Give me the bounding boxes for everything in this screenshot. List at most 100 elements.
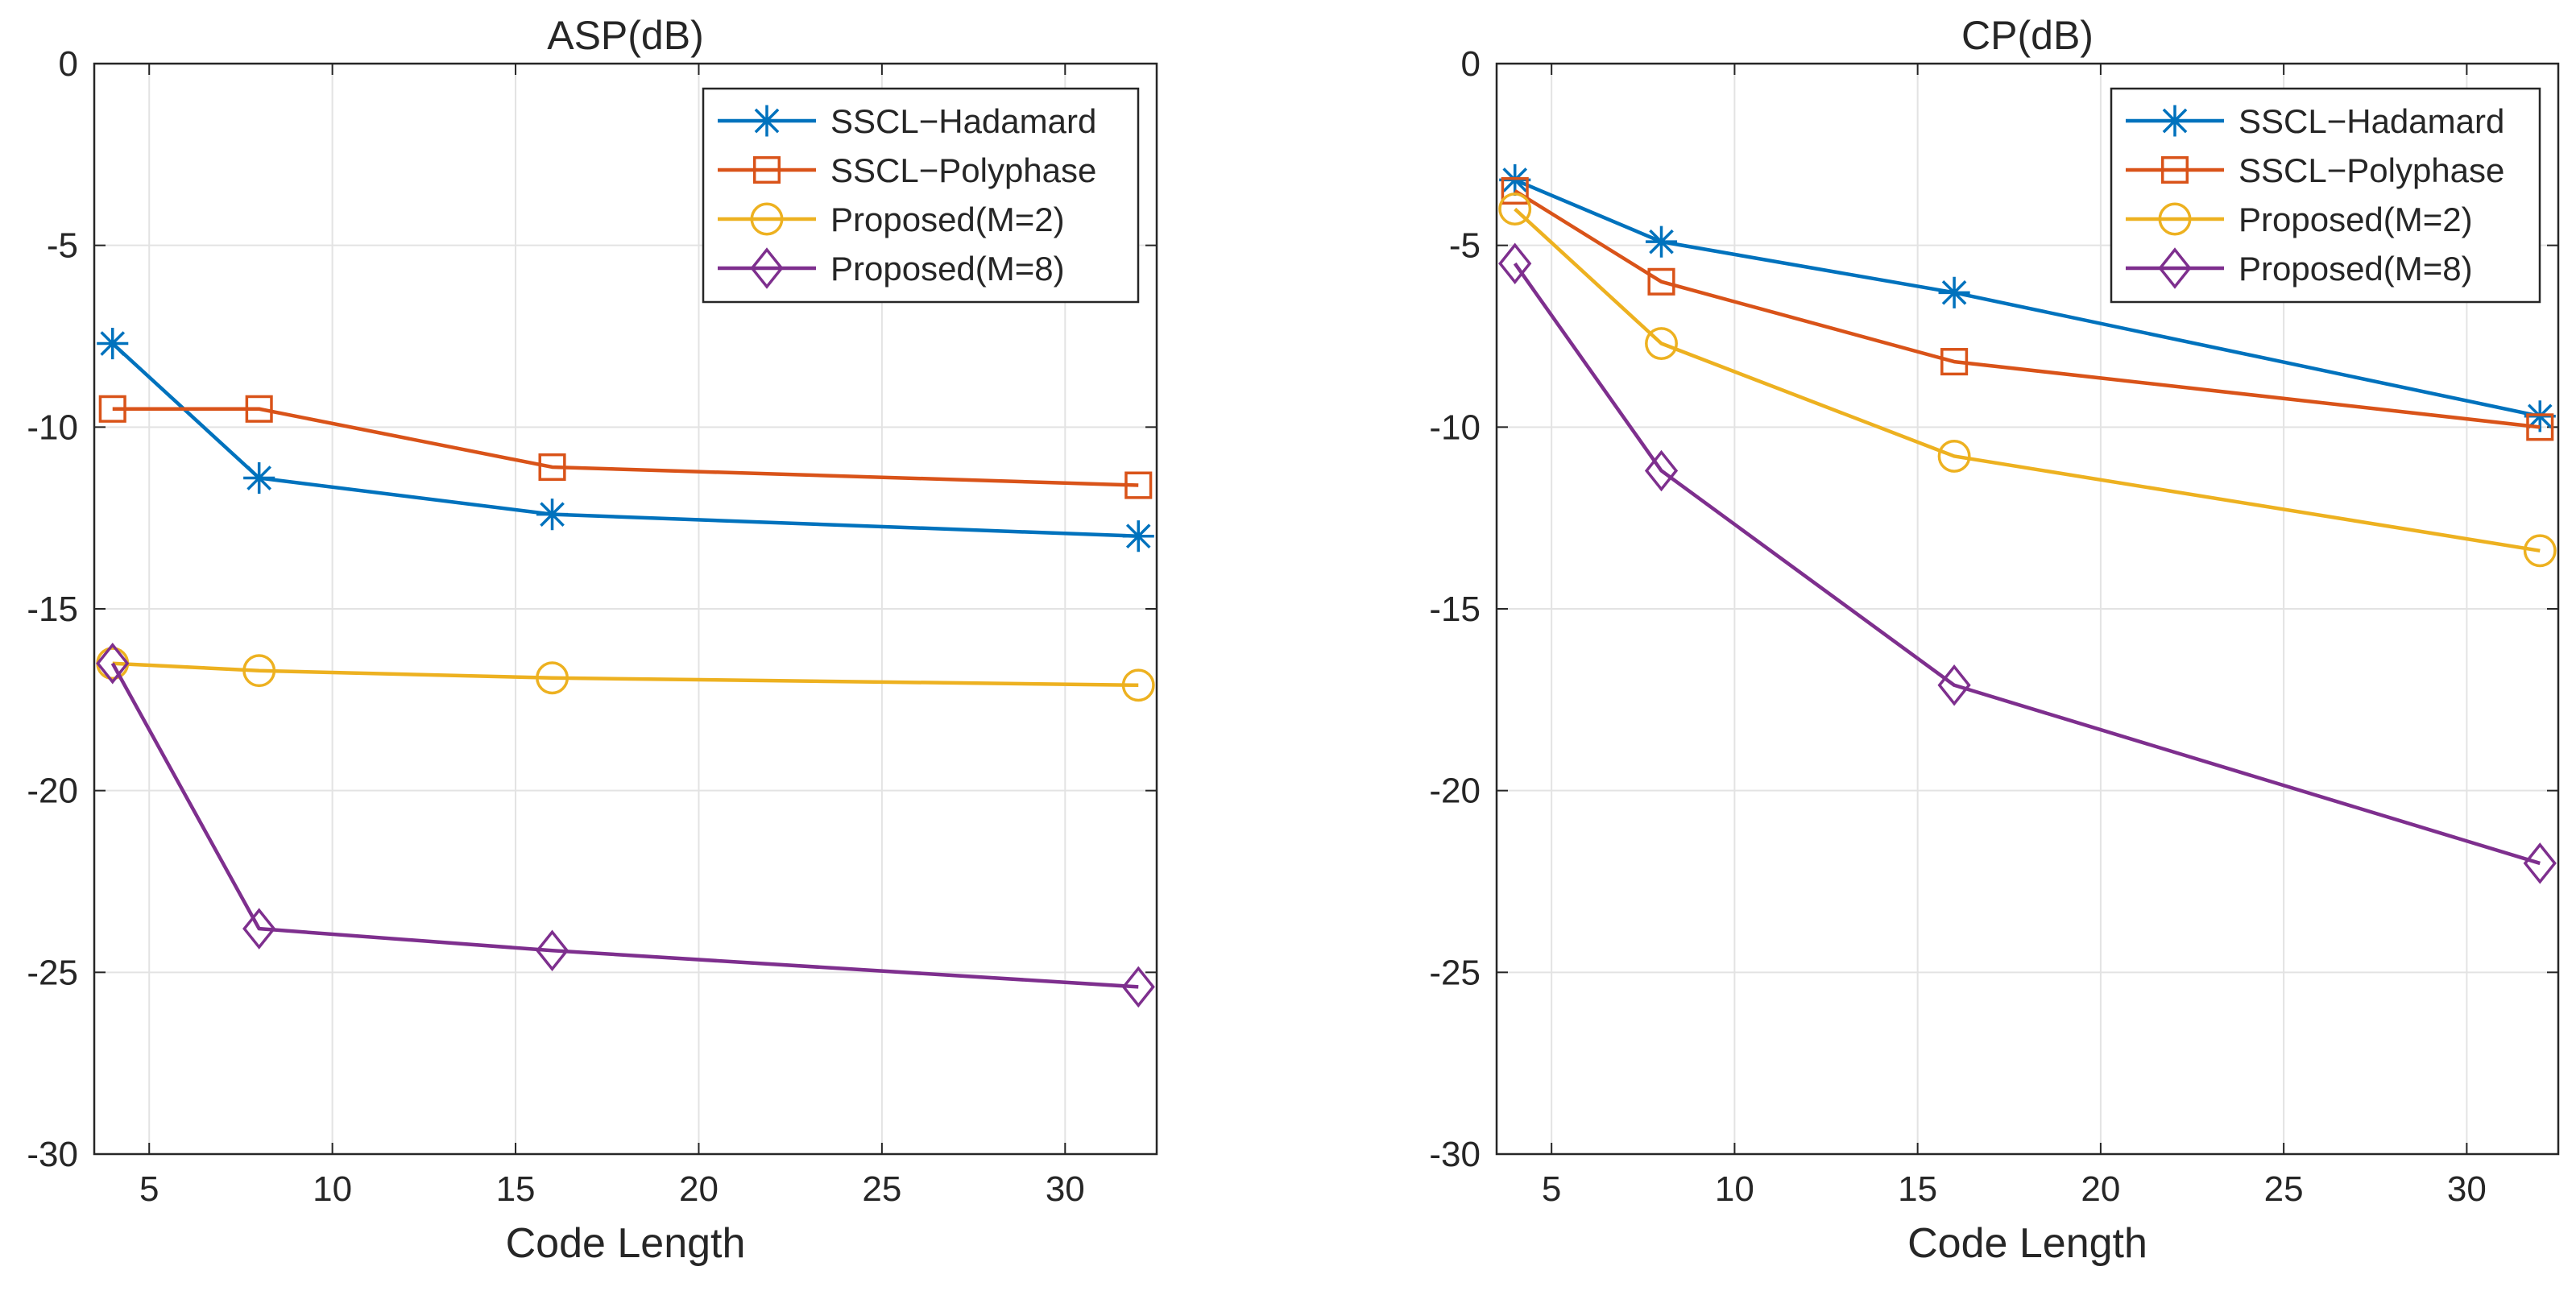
series-diamond bbox=[1498, 242, 2557, 884]
x-tick-label: 25 bbox=[862, 1169, 901, 1209]
y-tick-label: -20 bbox=[1429, 772, 1481, 811]
y-tick-label: -25 bbox=[1429, 953, 1481, 992]
x-tick-label: 20 bbox=[679, 1169, 719, 1209]
data-point-marker bbox=[243, 461, 275, 494]
series-line bbox=[1514, 207, 2541, 553]
y-tick-label: -25 bbox=[27, 953, 78, 992]
y-tick-label: -10 bbox=[27, 408, 78, 447]
data-point-marker bbox=[1498, 192, 1532, 226]
legend-entry-label: Proposed(M=2) bbox=[2238, 201, 2473, 238]
legend-entry-label: SSCL−Polyphase bbox=[830, 151, 1096, 189]
x-axis-label: Code Length bbox=[1907, 1220, 2147, 1267]
data-point-marker bbox=[1937, 664, 1971, 706]
data-point-marker bbox=[1938, 276, 1970, 308]
data-point-marker bbox=[1940, 348, 1969, 376]
series-line bbox=[112, 661, 1139, 688]
series-line bbox=[1513, 262, 2541, 866]
data-point-marker bbox=[98, 395, 126, 423]
y-tick-label: -15 bbox=[27, 590, 78, 629]
series-circle bbox=[96, 647, 1155, 702]
legend-entry-label: SSCL−Hadamard bbox=[830, 102, 1096, 140]
x-tick-label: 25 bbox=[2264, 1169, 2304, 1209]
axes-frame bbox=[93, 62, 1158, 1156]
legend-entry-label: SSCL−Hadamard bbox=[2238, 102, 2504, 140]
data-point-marker bbox=[1122, 520, 1154, 552]
x-axis-label: Code Length bbox=[506, 1220, 746, 1267]
x-tick-label: 30 bbox=[1046, 1169, 1085, 1209]
x-tick-label: 10 bbox=[1715, 1169, 1754, 1209]
series-square bbox=[1501, 176, 2554, 441]
legend-swatch-marker bbox=[2158, 247, 2192, 289]
cp-chart-panel: 5 10 15 20 25 30 0 -5 -10 -15 -20 -25 -30 CP(dB) Code … bbox=[1429, 13, 2560, 1267]
legend: SSCL−Hadamard SSCL−Polyphase Proposed(M=2)… bbox=[2110, 87, 2541, 304]
asp-chart-panel: 5 10 15 20 25 30 0 -5 -10 -15 -20 -25 -30 ASP(dB) Code… bbox=[27, 13, 1158, 1267]
data-point-marker bbox=[1121, 668, 1155, 702]
legend-swatch-marker bbox=[751, 105, 783, 137]
data-point-marker bbox=[97, 327, 129, 360]
data-point-marker bbox=[96, 642, 130, 685]
data-point-marker bbox=[2523, 842, 2557, 884]
legend-entry-label: Proposed(M=8) bbox=[2238, 250, 2473, 288]
data-point-marker bbox=[2524, 400, 2556, 432]
series-asterisk bbox=[97, 327, 1154, 552]
legend-swatch-marker bbox=[2160, 155, 2189, 184]
series-asterisk bbox=[1499, 163, 2556, 432]
data-point-marker bbox=[1501, 176, 1529, 205]
data-point-marker bbox=[536, 499, 569, 531]
data-point-marker bbox=[1124, 471, 1153, 499]
axes-frame bbox=[1495, 62, 2560, 1156]
legend-entry-label: Proposed(M=8) bbox=[830, 250, 1065, 288]
y-tick-label: 0 bbox=[59, 44, 78, 84]
y-tick-label: -5 bbox=[1449, 226, 1481, 266]
legend: SSCL−Hadamard SSCL−Polyphase Proposed(M=2)… bbox=[702, 87, 1140, 304]
data-point-marker bbox=[1499, 163, 1531, 196]
x-tick-label: 20 bbox=[2081, 1169, 2120, 1209]
y-tick-label: -30 bbox=[27, 1135, 78, 1174]
series-line bbox=[1514, 178, 2541, 418]
data-point-marker bbox=[536, 661, 569, 695]
series-line bbox=[1514, 189, 2541, 429]
series-diamond bbox=[96, 642, 1155, 1008]
x-tick-label: 5 bbox=[1542, 1169, 1561, 1209]
legend-swatch-marker bbox=[2159, 105, 2191, 137]
x-tick-label: 10 bbox=[313, 1169, 352, 1209]
legend-swatch-marker bbox=[750, 202, 784, 236]
x-tick-label: 15 bbox=[496, 1169, 536, 1209]
data-point-marker bbox=[1937, 439, 1971, 473]
x-tick-label: 30 bbox=[2447, 1169, 2487, 1209]
data-point-marker bbox=[1644, 449, 1679, 492]
y-tick-label: -20 bbox=[27, 772, 78, 811]
y-tick-label: -15 bbox=[1429, 590, 1481, 629]
data-point-marker bbox=[1498, 242, 1532, 284]
data-point-marker bbox=[2526, 413, 2554, 441]
legend-swatch-marker bbox=[752, 155, 781, 184]
legend-swatch-marker bbox=[750, 247, 784, 289]
series-square bbox=[98, 395, 1153, 499]
chart-title: ASP(dB) bbox=[547, 13, 704, 58]
x-tick-label: 15 bbox=[1898, 1169, 1937, 1209]
data-point-marker bbox=[538, 453, 566, 482]
y-tick-label: -5 bbox=[47, 226, 78, 266]
data-point-marker bbox=[1645, 226, 1678, 258]
y-tick-label: -30 bbox=[1429, 1135, 1481, 1174]
data-point-marker bbox=[242, 654, 276, 688]
legend-entry-label: SSCL−Polyphase bbox=[2238, 151, 2504, 189]
series-line bbox=[111, 341, 1139, 538]
series-line bbox=[112, 407, 1139, 487]
data-point-marker bbox=[242, 908, 276, 950]
chart-title: CP(dB) bbox=[1961, 13, 2094, 58]
data-point-marker bbox=[1645, 327, 1678, 360]
y-tick-label: -10 bbox=[1429, 408, 1481, 447]
data-point-marker bbox=[2523, 534, 2557, 568]
data-point-marker bbox=[245, 395, 273, 423]
series-line bbox=[110, 662, 1139, 989]
legend-swatch-marker bbox=[2158, 202, 2192, 236]
x-tick-label: 5 bbox=[139, 1169, 159, 1209]
series-circle bbox=[1498, 192, 2557, 568]
data-point-marker bbox=[1121, 966, 1155, 1008]
data-point-marker bbox=[1647, 267, 1675, 296]
data-point-marker bbox=[535, 929, 569, 972]
y-tick-label: 0 bbox=[1461, 44, 1481, 84]
legend-entry-label: Proposed(M=2) bbox=[830, 201, 1065, 238]
